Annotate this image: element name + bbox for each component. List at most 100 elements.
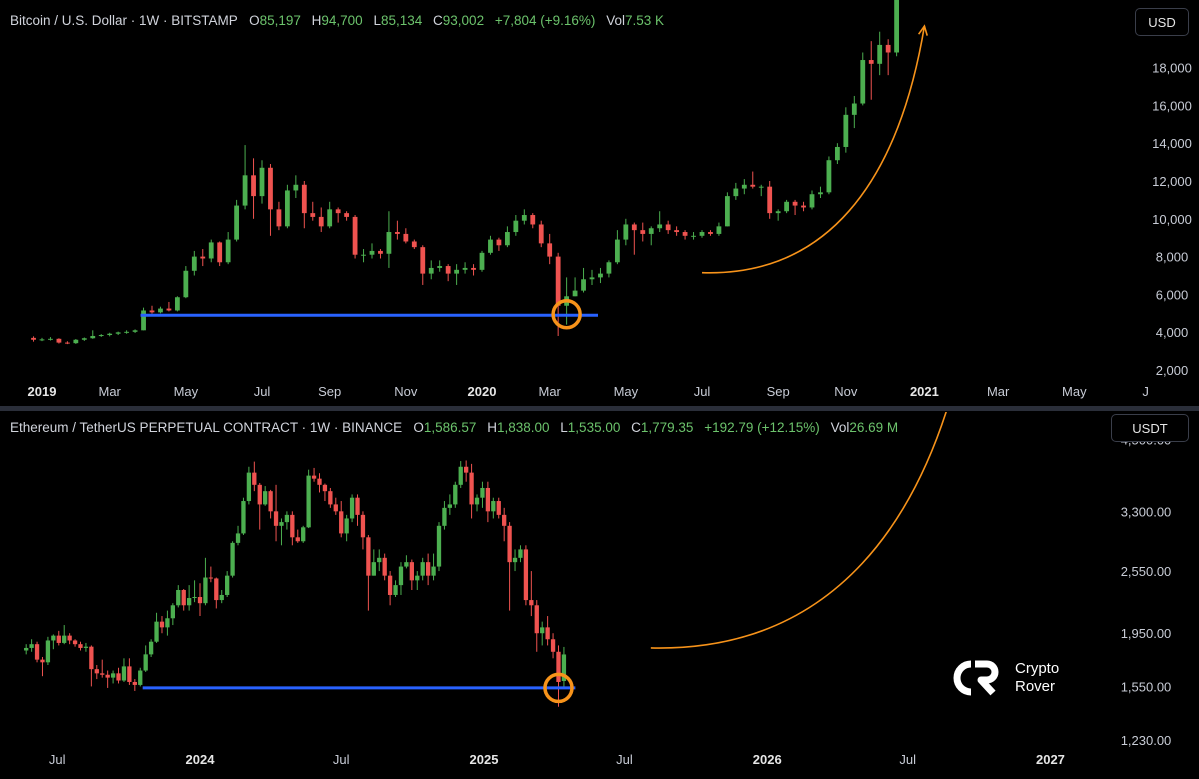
currency-button-usd[interactable]: USD — [1135, 8, 1189, 36]
candle-body — [165, 618, 170, 628]
candle-body — [454, 269, 460, 274]
candle-body — [276, 209, 282, 227]
candle — [894, 0, 900, 57]
candle-body — [614, 239, 620, 263]
candle — [377, 549, 382, 572]
candle — [606, 260, 612, 278]
candle — [197, 583, 203, 617]
candle — [454, 264, 460, 285]
candle — [868, 41, 874, 100]
eth-chart-pane[interactable]: 8,000.006,000.004,500.003,300.002,550.00… — [0, 412, 1199, 779]
candle-body — [674, 230, 680, 233]
candle-body — [502, 514, 507, 526]
candle — [29, 639, 34, 652]
candle-body — [403, 233, 409, 242]
candle — [631, 222, 637, 255]
candle-body — [750, 184, 756, 187]
candle — [809, 190, 815, 210]
crypto-rover-logo-icon — [953, 660, 999, 696]
candle-body — [352, 216, 358, 255]
candle — [268, 489, 273, 519]
candle — [322, 483, 328, 502]
candle — [45, 636, 51, 666]
candle-body — [295, 537, 300, 542]
candle-body — [598, 273, 603, 278]
eth-vol-value: 26.69 M — [849, 420, 899, 435]
candle-body — [230, 542, 235, 576]
candle-body — [479, 252, 485, 270]
candle — [138, 667, 143, 687]
candle — [614, 230, 620, 265]
x-axis-label: 2021 — [910, 384, 939, 399]
candle-body — [197, 597, 203, 604]
candle-body — [572, 290, 578, 297]
candle-body — [371, 562, 376, 576]
eth-high-label: H — [487, 420, 497, 435]
candle-body — [279, 522, 284, 526]
candle-body — [124, 331, 130, 333]
candle — [98, 334, 104, 337]
candle — [572, 277, 578, 297]
candle — [214, 577, 219, 609]
candle — [154, 612, 159, 643]
candle-body — [284, 190, 290, 227]
candle — [378, 249, 383, 259]
candle — [191, 250, 197, 276]
candle-body — [89, 646, 94, 670]
candle-body — [420, 247, 426, 274]
candle — [496, 237, 502, 251]
btc-chart-pane[interactable]: 18,000 16,000 14,000 12,000 10,000 8,000 6,000… — [0, 0, 1199, 406]
candle — [665, 220, 671, 234]
candle — [141, 307, 146, 331]
btc-symbol[interactable]: Bitcoin / U.S. Dollar · 1W · BITSTAMP — [10, 13, 238, 28]
candle — [447, 494, 453, 515]
candle — [488, 235, 493, 255]
pane-divider[interactable] — [0, 406, 1199, 411]
candle — [480, 481, 485, 508]
candle — [826, 156, 832, 195]
y-axis-label: 1,550.00 — [1121, 679, 1172, 694]
candle — [349, 494, 355, 523]
candle — [623, 218, 629, 246]
currency-button-usdt[interactable]: USDT — [1111, 414, 1189, 442]
candle — [561, 646, 567, 689]
candle-body — [425, 562, 431, 576]
candle — [464, 460, 469, 482]
candle — [860, 52, 866, 106]
candle-body — [45, 640, 51, 663]
candle — [166, 301, 172, 312]
candle-body — [581, 279, 586, 291]
candle — [170, 603, 175, 626]
x-axis-label: J — [1142, 384, 1149, 399]
candle — [293, 175, 299, 199]
candle — [792, 199, 798, 216]
candle-body — [442, 507, 447, 526]
eth-symbol[interactable]: Ethereum / TetherUS PERPETUAL CONTRACT ·… — [10, 420, 403, 435]
logo-line-1: Crypto — [1015, 660, 1060, 677]
candle — [682, 230, 688, 240]
eth-chart-canvas[interactable]: 8,000.006,000.004,500.003,300.002,550.00… — [0, 412, 1199, 779]
crypto-rover-logo: Crypto Rover — [953, 660, 1059, 696]
candle-body — [534, 605, 539, 634]
candle-body — [691, 235, 696, 237]
candle — [107, 332, 113, 337]
candle-body — [464, 466, 469, 473]
candle-body — [176, 589, 181, 606]
candle-body — [485, 487, 491, 512]
candle — [225, 571, 230, 598]
candle-body — [56, 635, 61, 643]
candle — [801, 201, 806, 212]
projection-curve — [650, 412, 947, 649]
candle-body — [462, 267, 468, 270]
candle — [234, 199, 240, 242]
btc-chart-canvas[interactable]: 18,000 16,000 14,000 12,000 10,000 8,000 6,000… — [0, 0, 1199, 406]
candle-body — [631, 224, 637, 231]
candle-body — [225, 575, 230, 595]
candle — [425, 553, 431, 586]
candle — [445, 264, 451, 282]
btc-vol-value: 7.53 K — [624, 13, 664, 28]
y-axis-label: 10,000 — [1152, 212, 1192, 227]
eth-low-value: 1,535.00 — [567, 420, 621, 435]
candle-body — [369, 250, 375, 255]
candle — [547, 233, 553, 265]
